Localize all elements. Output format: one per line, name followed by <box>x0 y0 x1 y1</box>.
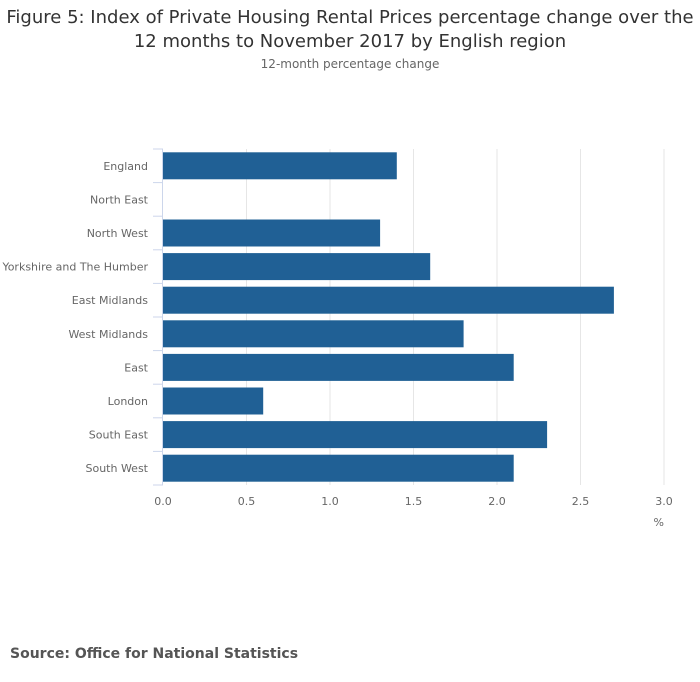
bar-north-west <box>163 219 381 247</box>
bar-london <box>163 387 264 415</box>
x-tick-label: 2.5 <box>572 495 590 508</box>
y-category-label: East Midlands <box>72 294 149 307</box>
bar-south-west <box>163 454 514 482</box>
x-tick-label: 2.0 <box>488 495 506 508</box>
bar-yorkshire-and-the-humber <box>163 253 431 281</box>
y-category-label: North West <box>87 227 149 240</box>
y-category-label: East <box>124 361 148 374</box>
y-category-label: London <box>108 395 148 408</box>
bar-east-midlands <box>163 286 614 314</box>
title-line: Figure 5: Index of Private Housing Renta… <box>6 7 694 28</box>
bar-england <box>163 152 397 180</box>
x-axis-label: % <box>654 516 664 529</box>
y-category-label: North East <box>90 193 149 206</box>
x-tick-label: 0.0 <box>154 495 172 508</box>
bar-west-midlands <box>163 320 464 348</box>
x-tick-label: 1.5 <box>405 495 423 508</box>
x-tick-label: 0.5 <box>238 495 256 508</box>
y-category-label: South East <box>89 429 149 442</box>
y-category-label: South West <box>85 462 148 475</box>
bar-east <box>163 353 514 381</box>
source-note: Source: Office for National Statistics <box>10 646 299 662</box>
x-tick-label: 1.0 <box>321 495 339 508</box>
y-category-label: Yorkshire and The Humber <box>1 261 148 274</box>
chart-title: Figure 5: Index of Private Housing Renta… <box>0 6 700 54</box>
title-line: 12 months to November 2017 by English re… <box>133 31 567 52</box>
y-category-label: West Midlands <box>68 328 148 341</box>
x-tick-label: 3.0 <box>655 495 673 508</box>
bar-south-east <box>163 421 548 449</box>
chart-subtitle: 12-month percentage change <box>260 57 440 71</box>
y-category-label: England <box>103 160 148 173</box>
